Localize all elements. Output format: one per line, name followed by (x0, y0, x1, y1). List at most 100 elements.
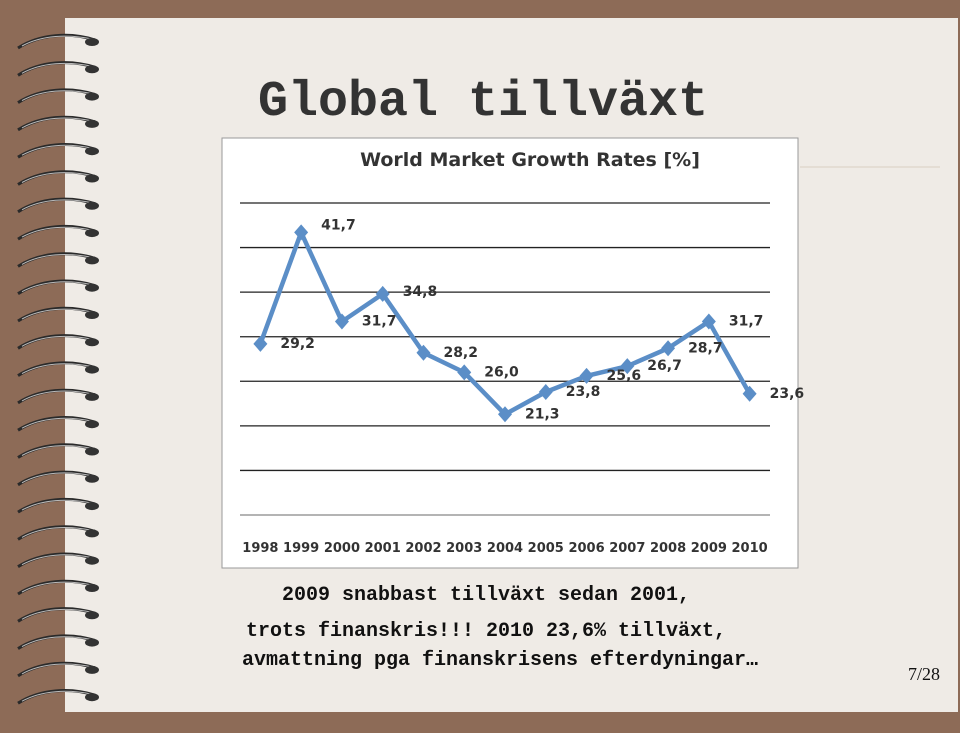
x-tick-label: 1998 (242, 541, 278, 556)
x-tick-label: 2006 (568, 541, 604, 556)
caption-line: 2009 snabbast tillväxt sedan 2001, (282, 584, 690, 607)
spiral-hole (85, 201, 99, 210)
marker (375, 285, 390, 302)
spiral-wire-shine (21, 308, 93, 320)
caption-line: avmattning pga finanskrisens efterdyning… (242, 649, 758, 672)
spiral-hole (85, 119, 99, 128)
value-label: 28,2 (443, 345, 478, 361)
value-label: 34,8 (403, 284, 438, 300)
marker (538, 383, 553, 400)
value-label: 21,3 (525, 406, 560, 422)
marker (620, 358, 635, 375)
x-tick-label: 2009 (691, 541, 727, 556)
spiral-wire-shine (21, 445, 93, 456)
spiral-hole (85, 556, 99, 565)
spiral-hole (85, 584, 99, 592)
value-label: 26,7 (647, 358, 682, 374)
marker (416, 344, 431, 361)
spiral-wire-shine (21, 335, 93, 347)
spiral-hole (85, 38, 99, 46)
marker (579, 367, 594, 384)
x-tick-label: 2000 (324, 541, 360, 556)
marker (294, 224, 309, 241)
value-label: 23,8 (566, 384, 601, 400)
spiral-wire-shine (21, 281, 93, 293)
spiral-wire-shine (21, 35, 93, 47)
spiral-hole (85, 611, 99, 620)
spiral-wire-shine (21, 499, 93, 511)
spiral-wire-shine (21, 226, 93, 238)
chart-title: World Market Growth Rates [%] (360, 149, 700, 171)
spiral-hole (85, 311, 99, 319)
x-tick-label: 2007 (609, 541, 645, 556)
spiral-hole (85, 338, 99, 347)
spiral-hole (85, 420, 99, 429)
spiral-wire-shine (21, 690, 93, 702)
spiral-hole (85, 392, 99, 401)
x-tick-label: 2004 (487, 541, 523, 556)
spiral-wire-shine (21, 554, 93, 566)
marker (253, 335, 268, 352)
value-label: 28,7 (688, 340, 723, 356)
spiral-hole (85, 174, 99, 183)
spiral-wire-shine (21, 417, 93, 429)
caption-line: trots finanskris!!! 2010 23,6% tillväxt, (246, 620, 726, 643)
spiral-hole (85, 502, 99, 511)
x-tick-label: 2010 (732, 541, 768, 556)
marker (457, 364, 472, 381)
value-label: 23,6 (770, 386, 805, 402)
spiral-hole (85, 474, 99, 483)
marker (701, 313, 716, 330)
spiral-hole (85, 147, 99, 156)
slide-title: Global tillväxt (258, 74, 708, 131)
spiral-wire-shine (21, 581, 93, 593)
spiral-wire-shine (21, 363, 93, 375)
value-label: 31,7 (729, 314, 764, 330)
value-label: 29,2 (280, 336, 315, 352)
spiral-hole (85, 256, 99, 265)
marker (742, 385, 757, 402)
spiral-hole (85, 665, 99, 674)
marker (661, 340, 676, 357)
value-label: 26,0 (484, 364, 519, 380)
spiral-hole (85, 529, 99, 538)
spiral-wire-shine (21, 390, 93, 402)
spiral-wire-shine (21, 663, 93, 675)
spiral-wire-shine (21, 608, 93, 620)
spiral-hole (85, 283, 99, 292)
spiral-hole (85, 638, 99, 647)
value-label: 25,6 (607, 368, 642, 384)
value-label: 31,7 (362, 314, 397, 330)
spiral-hole (85, 229, 99, 238)
spiral-hole (85, 447, 99, 456)
spiral-wire-shine (21, 172, 93, 183)
spiral-wire-shine (21, 199, 93, 211)
spiral-wire-shine (21, 144, 93, 156)
spiral-hole (85, 92, 99, 101)
spiral-wire-shine (21, 90, 93, 102)
x-tick-label: 2008 (650, 541, 686, 556)
spiral-hole (85, 365, 99, 374)
x-tick-label: 2003 (446, 541, 482, 556)
x-tick-label: 2001 (365, 541, 401, 556)
spiral-wire-shine (21, 472, 93, 484)
spiral-wire-shine (21, 62, 93, 74)
value-label: 41,7 (321, 217, 356, 233)
spiral-wire-shine (21, 117, 93, 129)
chart-frame (221, 137, 799, 569)
x-tick-label: 2005 (528, 541, 564, 556)
marker (498, 406, 512, 423)
x-tick-label: 1999 (283, 541, 319, 556)
spiral-wire-shine (21, 527, 93, 538)
spiral-wire-shine (21, 636, 93, 648)
page-number: 7/28 (908, 664, 940, 684)
x-tick-label: 2002 (405, 541, 441, 556)
spiral-hole (85, 65, 99, 74)
spiral-wire-shine (21, 254, 93, 265)
marker (334, 313, 349, 330)
binding (17, 33, 99, 705)
spiral-hole (85, 693, 99, 702)
plot: 1998 1999 2000 2001 2002 2003 2004 2005 2006 2007… (240, 202, 805, 556)
